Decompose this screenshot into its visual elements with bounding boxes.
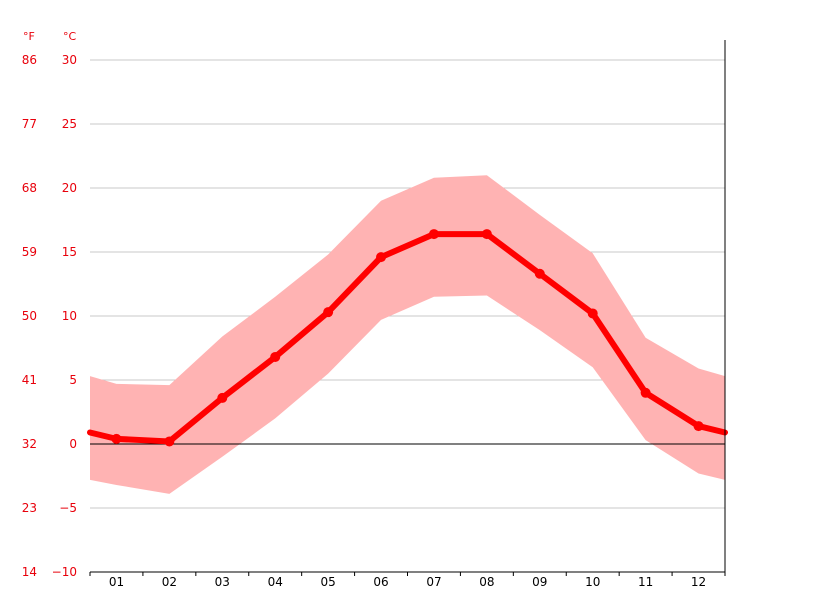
fahrenheit-unit-label: °F [23, 30, 35, 43]
y-tick-label-f: 68 [22, 181, 37, 195]
x-tick-labels: 01 02 03 04 05 06 07 08 09 10 11 12 [109, 575, 706, 589]
data-point-04 [270, 351, 281, 362]
data-point-11 [640, 387, 651, 398]
y-tick-label-c: 30 [62, 53, 77, 67]
data-point-02 [164, 436, 175, 447]
celsius-unit-label: °C [63, 30, 77, 43]
temperature-range-band [90, 175, 725, 494]
x-tick-label: 12 [691, 575, 706, 589]
y-tick-label-c: 15 [62, 245, 77, 259]
y-tick-label-c: 25 [62, 117, 77, 131]
y-tick-label-c: 5 [69, 373, 77, 387]
x-tick-label: 06 [373, 575, 388, 589]
y-tick-label-f: 77 [22, 117, 37, 131]
y-tick-label-f: 41 [22, 373, 37, 387]
mean-temperature-line [87, 231, 728, 445]
y-tick-label-f: 14 [22, 565, 37, 579]
data-point-09 [534, 268, 545, 279]
x-tick-label: 11 [638, 575, 653, 589]
y-tick-label-f: 59 [22, 245, 37, 259]
y-tick-label-c: 20 [62, 181, 77, 195]
data-point-08 [481, 229, 492, 240]
data-point-01 [111, 433, 122, 444]
data-point-03 [217, 392, 228, 403]
x-tick-label: 05 [320, 575, 335, 589]
data-point-10 [587, 308, 598, 319]
y-tick-label-f: 50 [22, 309, 37, 323]
x-tick-label: 03 [215, 575, 230, 589]
y-tick-label-c: −5 [59, 501, 77, 515]
data-point-05 [323, 307, 334, 318]
x-tick-label: 07 [426, 575, 441, 589]
x-tick-label: 09 [532, 575, 547, 589]
x-tick-label: 08 [479, 575, 494, 589]
x-tick-label: 01 [109, 575, 124, 589]
y-tick-label-c: 10 [62, 309, 77, 323]
y-tick-labels: 14 −10 23 −5 32 0 41 5 50 10 59 15 68 20 77 25 86 30 [22, 53, 77, 579]
data-point-07 [428, 229, 439, 240]
data-point-12 [693, 421, 704, 432]
y-tick-label-c: −10 [52, 565, 77, 579]
y-tick-label-f: 32 [22, 437, 37, 451]
x-tick-label: 02 [162, 575, 177, 589]
x-tick-label: 04 [268, 575, 283, 589]
x-tick-label: 10 [585, 575, 600, 589]
y-tick-label-c: 0 [69, 437, 77, 451]
data-point-06 [376, 252, 387, 263]
y-tick-label-f: 86 [22, 53, 37, 67]
axes [89, 40, 726, 576]
y-tick-label-f: 23 [22, 501, 37, 515]
series-layer [87, 229, 728, 447]
